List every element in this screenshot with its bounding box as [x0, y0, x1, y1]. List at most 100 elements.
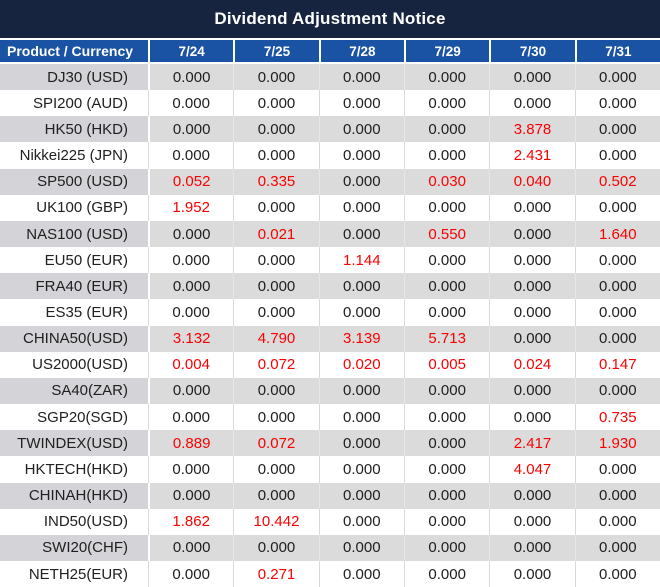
dividend-value-cell: 0.000 — [489, 194, 574, 221]
dividend-value-cell: 0.000 — [404, 273, 490, 300]
dividend-value-cell: 1.144 — [318, 247, 404, 274]
dividend-value-cell: 0.735 — [574, 404, 660, 431]
dividend-value-cell: 0.000 — [404, 247, 489, 274]
dividend-value-cell: 0.000 — [318, 116, 404, 143]
dividend-value-cell: 0.000 — [574, 90, 660, 117]
product-name: CHINAH(HKD) — [0, 482, 148, 509]
table-row: NETH25(EUR) 0.000 0.271 0.000 0.000 0.000 0.00… — [0, 560, 660, 587]
dividend-value-cell: 0.000 — [233, 247, 318, 274]
product-name: SWI20(CHF) — [0, 534, 148, 561]
product-name: FRA40 (EUR) — [0, 273, 148, 300]
dividend-value-cell: 0.000 — [318, 273, 404, 300]
dividend-value-cell: 0.000 — [574, 325, 660, 352]
dividend-value-cell: 0.000 — [233, 116, 319, 143]
dividend-value-cell: 0.000 — [489, 64, 575, 91]
dividend-value-cell: 0.000 — [233, 534, 319, 561]
dividend-value-cell: 0.271 — [233, 560, 318, 587]
table-row: DJ30 (USD) 0.000 0.000 0.000 0.000 0.000 0.000 — [0, 64, 660, 91]
dividend-value-cell: 0.000 — [233, 299, 318, 326]
product-name: UK100 (GBP) — [36, 199, 128, 217]
dividend-value-cell: 0.550 — [404, 220, 490, 248]
dividend-value-cell: 0.000 — [318, 220, 404, 248]
dividend-value-cell: 0.000 — [233, 90, 318, 117]
dividend-value-cell: 0.072 — [233, 430, 319, 457]
date-column-header: 7/24 — [148, 40, 233, 62]
dividend-value-cell: 0.000 — [404, 456, 489, 483]
date-column-header: 7/31 — [574, 40, 660, 62]
product-name: HKTECH(HKD) — [24, 460, 128, 478]
table-row: SGP20(SGD) 0.000 0.000 0.000 0.000 0.000 0.735 — [0, 404, 660, 431]
dividend-value-cell: 0.000 — [233, 64, 319, 91]
dividend-value-cell: 0.000 — [148, 482, 234, 509]
dividend-value-cell: 0.000 — [318, 194, 404, 221]
dividend-value-cell: 0.005 — [404, 351, 489, 378]
table-row: CHINAH(HKD) 0.000 0.000 0.000 0.000 0.000 0.00… — [0, 482, 660, 509]
dividend-value-cell: 0.000 — [574, 194, 660, 221]
dividend-value-cell: 3.878 — [489, 116, 575, 143]
table-row: US2000(USD) 0.004 0.072 0.020 0.005 0.024 0.14… — [0, 351, 660, 378]
dividend-value-cell: 0.000 — [574, 116, 660, 143]
dividend-value-cell: 0.000 — [233, 377, 319, 405]
product-name: SA40(ZAR) — [0, 377, 148, 405]
product-name: TWINDEX(USD) — [0, 430, 148, 457]
dividend-value-cell: 0.000 — [404, 377, 490, 405]
dividend-value-cell: 10.442 — [233, 508, 318, 535]
table-row: FRA40 (EUR) 0.000 0.000 0.000 0.000 0.000 0.00… — [0, 273, 660, 300]
table-row: TWINDEX(USD) 0.889 0.072 0.000 0.000 2.417 1.9… — [0, 430, 660, 457]
table-row: EU50 (EUR) 0.000 0.000 1.144 0.000 0.000 0.000 — [0, 247, 660, 274]
table-row: HK50 (HKD) 0.000 0.000 0.000 0.000 3.878 0.000 — [0, 116, 660, 143]
dividend-value-cell: 0.000 — [489, 220, 575, 248]
product-currency-column-header: Product / Currency — [7, 43, 134, 59]
dividend-value-cell: 0.000 — [148, 534, 234, 561]
product-name: NAS100 (USD) — [0, 220, 148, 248]
dividend-value-cell: 0.000 — [404, 90, 489, 117]
dividend-value-cell: 3.139 — [318, 325, 404, 352]
dividend-value-cell: 0.000 — [148, 142, 233, 169]
dividend-value-cell: 0.000 — [574, 508, 660, 535]
dividend-value-cell: 0.000 — [574, 560, 660, 587]
dividend-value-cell: 0.000 — [404, 508, 489, 535]
dividend-value-cell: 1.930 — [574, 430, 660, 457]
product-name: CHINA50(USD) — [0, 325, 148, 352]
dividend-value-cell: 0.000 — [404, 560, 489, 587]
dividend-value-cell: 0.000 — [148, 456, 233, 483]
dividend-value-cell: 0.072 — [233, 351, 318, 378]
dividend-value-cell: 0.889 — [148, 430, 234, 457]
dividend-value-cell: 0.000 — [574, 534, 660, 561]
dividend-value-cell: 0.000 — [148, 116, 234, 143]
dividend-value-cell: 0.052 — [148, 168, 234, 195]
table-row: UK100 (GBP) 1.952 0.000 0.000 0.000 0.000 0.00… — [0, 194, 660, 221]
dividend-value-cell: 0.004 — [148, 351, 233, 378]
dividend-value-cell: 0.000 — [489, 325, 575, 352]
dividend-value-cell: 0.000 — [574, 273, 660, 300]
table-row: NAS100 (USD) 0.000 0.021 0.000 0.550 0.000 1.6… — [0, 220, 660, 248]
dividend-value-cell: 0.000 — [404, 430, 490, 457]
dividend-value-cell: 0.000 — [148, 90, 233, 117]
product-name: ES35 (EUR) — [45, 303, 128, 321]
dividend-value-cell: 0.000 — [574, 377, 660, 405]
table-row: ES35 (EUR) 0.000 0.000 0.000 0.000 0.000 0.000 — [0, 299, 660, 326]
dividend-value-cell: 0.000 — [148, 560, 233, 587]
dividend-value-cell: 0.000 — [318, 64, 404, 91]
dividend-value-cell: 0.000 — [404, 404, 489, 431]
dividend-value-cell: 0.000 — [318, 508, 404, 535]
dividend-value-cell: 4.047 — [489, 456, 574, 483]
dividend-value-cell: 0.000 — [489, 508, 574, 535]
dividend-value-cell: 0.000 — [318, 534, 404, 561]
dividend-value-cell: 0.000 — [148, 404, 233, 431]
date-column-header: 7/28 — [318, 40, 404, 62]
dividend-value-cell: 0.000 — [574, 482, 660, 509]
dividend-value-cell: 1.640 — [574, 220, 660, 248]
date-column-header: 7/29 — [404, 40, 489, 62]
table-row: SWI20(CHF) 0.000 0.000 0.000 0.000 0.000 0.000 — [0, 534, 660, 561]
dividend-value-cell: 0.000 — [404, 534, 490, 561]
dividend-value-cell: 0.000 — [574, 142, 660, 169]
dividend-value-cell: 1.952 — [148, 194, 233, 221]
table-body: DJ30 (USD) 0.000 0.000 0.000 0.000 0.000 0.000… — [0, 64, 660, 587]
dividend-value-cell: 0.000 — [404, 482, 490, 509]
dividend-value-cell: 5.713 — [404, 325, 490, 352]
dividend-value-cell: 2.417 — [489, 430, 575, 457]
dividend-value-cell: 0.000 — [574, 299, 660, 326]
dividend-value-cell: 0.000 — [148, 220, 234, 248]
dividend-value-cell: 0.040 — [489, 168, 575, 195]
